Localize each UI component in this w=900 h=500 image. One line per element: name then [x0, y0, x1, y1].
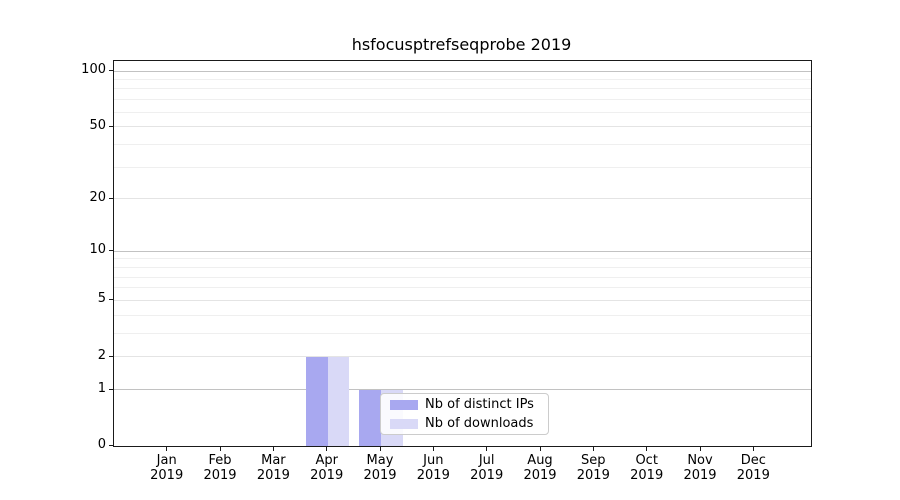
gridline-y-2 [114, 356, 811, 358]
bar-may-series-0[interactable] [359, 389, 381, 446]
x-tick-sep [592, 447, 594, 451]
x-tick-label-jul: Jul 2019 [457, 453, 517, 483]
x-tick-mar [272, 447, 274, 451]
x-tick-jan [166, 447, 168, 451]
x-tick-year: 2019 [736, 468, 770, 483]
gridline-y-70 [114, 99, 811, 101]
x-tick-apr [326, 447, 328, 451]
x-tick-month: Mar [261, 453, 286, 468]
gridline-y-6 [114, 287, 811, 289]
x-tick-year: 2019 [416, 468, 450, 483]
x-tick-month: Dec [740, 453, 766, 468]
x-tick-year: 2019 [683, 468, 717, 483]
legend: Nb of distinct IPs Nb of downloads [380, 393, 549, 435]
x-tick-year: 2019 [523, 468, 557, 483]
gridline-y-3 [114, 332, 811, 334]
x-tick-label-feb: Feb 2019 [190, 453, 250, 483]
y-tick-20 [109, 197, 113, 199]
gridline-y-100 [114, 70, 811, 72]
x-tick-month: Nov [687, 453, 713, 468]
gridline-y-5 [114, 299, 811, 301]
gridline-y-9 [114, 258, 811, 260]
x-tick-may [379, 447, 381, 451]
x-tick-label-may: May 2019 [350, 453, 410, 483]
plot-area: Nb of distinct IPs Nb of downloads [113, 60, 812, 447]
y-tick-100 [109, 70, 113, 71]
y-tick-label-0: 0 [97, 437, 106, 452]
x-tick-month: Jul [478, 453, 495, 468]
x-tick-year: 2019 [363, 468, 397, 483]
y-tick-label-5: 5 [97, 291, 106, 307]
y-tick-2 [109, 355, 113, 357]
x-tick-oct [646, 447, 648, 451]
bar-apr-series-0[interactable] [306, 356, 328, 446]
x-tick-label-sep: Sep 2019 [563, 453, 623, 483]
x-tick-year: 2019 [203, 468, 237, 483]
gridline-y-20 [114, 198, 811, 200]
y-tick-50 [109, 125, 113, 127]
y-tick-0 [109, 445, 113, 446]
y-tick-label-20: 20 [89, 189, 106, 205]
x-tick-month: Oct [635, 453, 658, 468]
legend-label-downloads: Nb of downloads [425, 416, 534, 431]
y-tick-5 [109, 299, 113, 301]
gridline-y-10 [114, 250, 811, 252]
legend-swatch-downloads [390, 418, 418, 429]
x-tick-jun [432, 447, 434, 451]
y-tick-label-100: 100 [81, 62, 106, 77]
gridline-y-1 [114, 389, 811, 391]
x-tick-dec [752, 447, 754, 451]
gridline-y-30 [114, 166, 811, 168]
x-tick-year: 2019 [470, 468, 504, 483]
x-tick-month: Sep [581, 453, 606, 468]
gridline-y-7 [114, 276, 811, 278]
y-tick-label-2: 2 [97, 347, 106, 363]
x-tick-label-nov: Nov 2019 [670, 453, 730, 483]
x-tick-jul [486, 447, 488, 451]
x-tick-label-jun: Jun 2019 [403, 453, 463, 483]
x-tick-year: 2019 [150, 468, 184, 483]
x-tick-month: Jun [423, 453, 444, 468]
x-tick-month: Feb [208, 453, 232, 468]
x-tick-month: Jan [156, 453, 177, 468]
x-tick-month: Aug [527, 453, 553, 468]
x-tick-month: May [366, 453, 394, 468]
x-tick-label-mar: Mar 2019 [243, 453, 303, 483]
gridline-y-8 [114, 267, 811, 268]
gridline-y-50 [114, 126, 811, 127]
x-tick-feb [219, 447, 221, 451]
legend-swatch-distinct-ips [390, 399, 418, 410]
x-tick-label-oct: Oct 2019 [617, 453, 677, 483]
legend-item-downloads[interactable]: Nb of downloads [390, 416, 540, 431]
x-tick-label-apr: Apr 2019 [297, 453, 357, 483]
gridline-y-60 [114, 111, 811, 113]
x-tick-label-dec: Dec 2019 [723, 453, 783, 483]
x-tick-month: Apr [315, 453, 338, 468]
gridline-y-4 [114, 314, 811, 316]
legend-item-distinct-ips[interactable]: Nb of distinct IPs [390, 397, 540, 412]
x-tick-year: 2019 [310, 468, 344, 483]
x-tick-aug [539, 447, 541, 451]
y-tick-10 [109, 250, 113, 252]
y-tick-label-50: 50 [89, 117, 106, 133]
y-tick-label-10: 10 [89, 242, 106, 258]
x-tick-label-jan: Jan 2019 [137, 453, 197, 483]
x-tick-year: 2019 [256, 468, 290, 483]
gridline-y-80 [114, 88, 811, 90]
x-tick-year: 2019 [630, 468, 664, 483]
bar-apr-series-1[interactable] [327, 356, 350, 446]
x-tick-year: 2019 [576, 468, 610, 483]
gridline-y-90 [114, 79, 811, 80]
y-tick-label-1: 1 [97, 380, 106, 396]
legend-label-distinct-ips: Nb of distinct IPs [425, 397, 534, 412]
gridline-y-40 [114, 143, 811, 145]
x-tick-label-aug: Aug 2019 [510, 453, 570, 483]
chart-title: hsfocusptrefseqprobe 2019 [351, 35, 572, 54]
x-tick-nov [699, 447, 701, 451]
y-tick-1 [109, 388, 113, 390]
